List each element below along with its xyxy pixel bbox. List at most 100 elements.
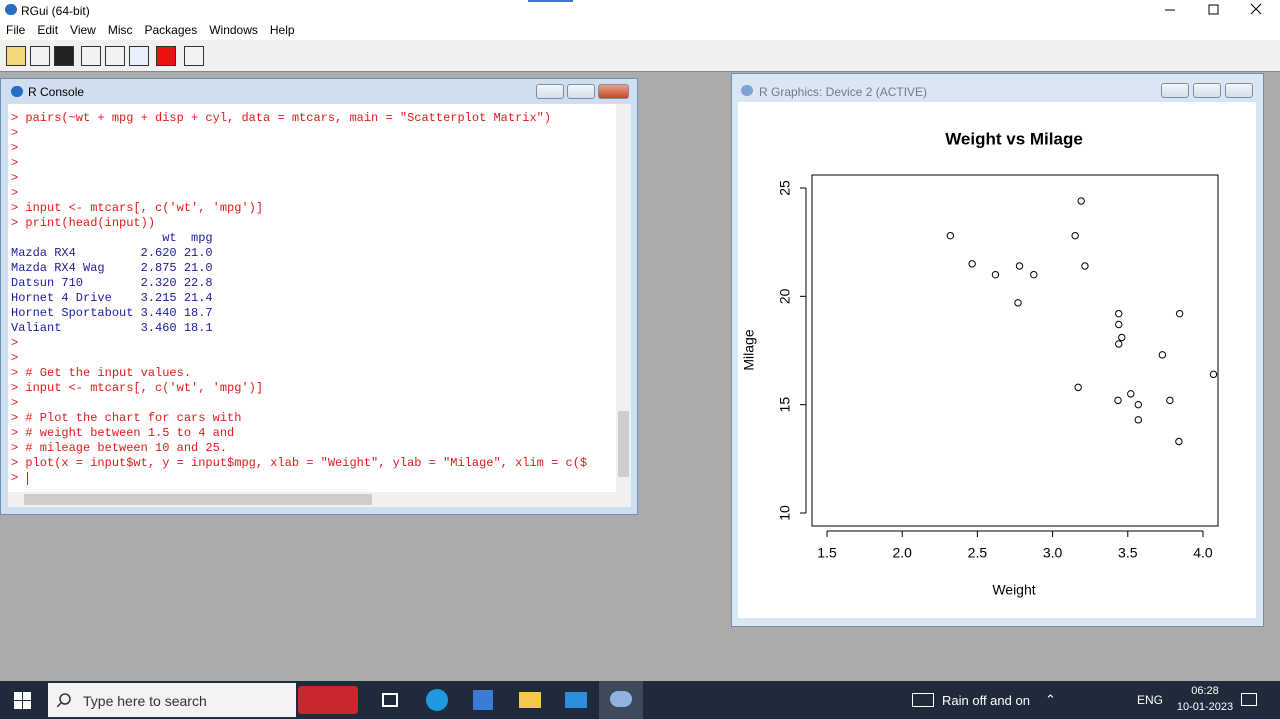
console-command: > print(head(input)) bbox=[11, 216, 156, 230]
refresh[interactable] bbox=[129, 46, 149, 66]
store-icon[interactable] bbox=[473, 690, 493, 710]
x-tick-label: 4.0 bbox=[1193, 545, 1213, 561]
close[interactable] bbox=[598, 84, 629, 99]
console-command: > bbox=[11, 351, 19, 365]
vertical-scrollbar[interactable] bbox=[616, 104, 631, 493]
point bbox=[1014, 299, 1022, 307]
menu-item[interactable]: Misc bbox=[107, 23, 133, 37]
copy[interactable] bbox=[81, 46, 101, 66]
news-icon[interactable] bbox=[912, 693, 934, 707]
menu-item[interactable]: View bbox=[70, 23, 96, 37]
window-controls[interactable] bbox=[1150, 0, 1280, 20]
console-output-line: Mazda RX4 Wag 2.875 21.0 bbox=[11, 261, 213, 275]
scroll-thumb[interactable] bbox=[24, 494, 372, 505]
x-tick-label: 2.0 bbox=[892, 545, 912, 561]
date[interactable]: 10-01-2023 bbox=[1176, 701, 1234, 713]
console-command: > bbox=[11, 186, 19, 200]
r-icon bbox=[741, 85, 753, 96]
open-script[interactable] bbox=[6, 46, 26, 66]
maximize[interactable] bbox=[1193, 83, 1221, 98]
console-output-line: wt mpg bbox=[11, 231, 213, 245]
console-title: R Console bbox=[28, 85, 85, 99]
menu-bar: File Edit View Misc Packages Windows Help bbox=[0, 20, 1280, 40]
restore[interactable] bbox=[1208, 4, 1219, 15]
y-tick-label: 25 bbox=[777, 180, 793, 196]
console-command: > pairs(~wt + mpg + disp + cyl, data = m… bbox=[11, 111, 552, 125]
weather[interactable]: Rain off and on bbox=[942, 693, 1030, 708]
x-tick-label: 1.5 bbox=[817, 545, 837, 561]
close[interactable] bbox=[1250, 3, 1262, 15]
rgui-task[interactable] bbox=[599, 681, 643, 719]
horizontal-scrollbar[interactable] bbox=[8, 492, 631, 507]
console-command: > bbox=[11, 156, 19, 170]
x-tick-label: 3.5 bbox=[1118, 545, 1138, 561]
start-button[interactable] bbox=[14, 692, 31, 709]
console-command: > bbox=[11, 126, 19, 140]
stop[interactable] bbox=[156, 46, 176, 66]
app-title: RGui (64-bit) bbox=[21, 4, 90, 18]
language[interactable]: ENG bbox=[1137, 693, 1164, 707]
paste[interactable] bbox=[105, 46, 125, 66]
print[interactable] bbox=[184, 46, 204, 66]
console-output-line: Hornet 4 Drive 3.215 21.4 bbox=[11, 291, 213, 305]
save[interactable] bbox=[54, 46, 74, 66]
console-command: > input <- mtcars[, c('wt', 'mpg')] bbox=[11, 381, 264, 395]
console-command: > bbox=[11, 336, 19, 350]
r-icon bbox=[5, 4, 17, 15]
menu-item[interactable]: Edit bbox=[37, 23, 59, 37]
console-output-line: Valiant 3.460 18.1 bbox=[11, 321, 213, 335]
time[interactable]: 06:28 bbox=[1191, 685, 1219, 697]
graphics-title: R Graphics: Device 2 (ACTIVE) bbox=[759, 85, 928, 99]
point bbox=[1015, 262, 1024, 270]
menu-item[interactable]: Windows bbox=[209, 23, 258, 37]
search-box[interactable]: Type here to search bbox=[48, 683, 358, 717]
edge-icon[interactable] bbox=[426, 689, 448, 711]
notifications[interactable] bbox=[1241, 693, 1257, 706]
explorer-icon[interactable] bbox=[519, 692, 541, 708]
rgui-icon bbox=[610, 691, 632, 707]
console-command: > # weight between 1.5 to 4 and bbox=[11, 426, 235, 440]
menu-item[interactable]: Packages bbox=[144, 23, 198, 37]
close[interactable] bbox=[1225, 83, 1253, 98]
cursor bbox=[27, 472, 28, 485]
scroll-thumb[interactable] bbox=[618, 411, 629, 477]
toolbar bbox=[0, 40, 1280, 72]
menu-item[interactable]: Help bbox=[269, 23, 295, 37]
chart-title: Weight vs Milage bbox=[945, 129, 1083, 148]
r-icon bbox=[11, 86, 23, 97]
point bbox=[946, 231, 955, 240]
console-command: > # Get the input values. bbox=[11, 366, 192, 380]
point bbox=[1175, 309, 1184, 318]
task-view[interactable] bbox=[382, 693, 398, 707]
point bbox=[1115, 309, 1123, 318]
x-tick-label: 3.0 bbox=[1043, 545, 1063, 561]
clock[interactable]: 06:28 10-01-2023 bbox=[1172, 685, 1238, 713]
point bbox=[1030, 270, 1038, 279]
point bbox=[1077, 197, 1085, 205]
tray-icons[interactable]: ⌃ bbox=[1045, 692, 1056, 707]
point bbox=[1166, 396, 1174, 405]
x-axis-label: Weight bbox=[992, 582, 1035, 598]
point bbox=[1081, 262, 1089, 270]
y-tick-label: 15 bbox=[777, 397, 793, 413]
minimize[interactable] bbox=[536, 84, 564, 99]
accent bbox=[528, 0, 573, 2]
menu-item[interactable]: File bbox=[6, 23, 26, 37]
x-tick-label: 2.5 bbox=[968, 545, 988, 561]
point bbox=[1114, 396, 1122, 405]
mail-icon[interactable] bbox=[565, 692, 587, 708]
point bbox=[1134, 400, 1143, 409]
minimize[interactable] bbox=[1161, 83, 1189, 98]
search-placeholder[interactable]: Type here to search bbox=[83, 693, 207, 709]
load-workspace[interactable] bbox=[30, 46, 50, 66]
console-command: > bbox=[11, 396, 19, 410]
console-output-line: Mazda RX4 2.620 21.0 bbox=[11, 246, 213, 260]
console-command: > # mileage between 10 and 25. bbox=[11, 441, 228, 455]
console-command: > bbox=[11, 141, 19, 155]
console-output[interactable]: > pairs(~wt + mpg + disp + cyl, data = m… bbox=[8, 104, 616, 493]
chart: Weight vs Milage Weight Milage 1.5 2.0 2.5… bbox=[738, 102, 1256, 618]
console-output-line: Datsun 710 2.320 22.8 bbox=[11, 276, 213, 290]
console-window: R Console > pairs(~wt + mpg + disp + cyl… bbox=[0, 78, 638, 515]
maximize[interactable] bbox=[567, 84, 595, 99]
